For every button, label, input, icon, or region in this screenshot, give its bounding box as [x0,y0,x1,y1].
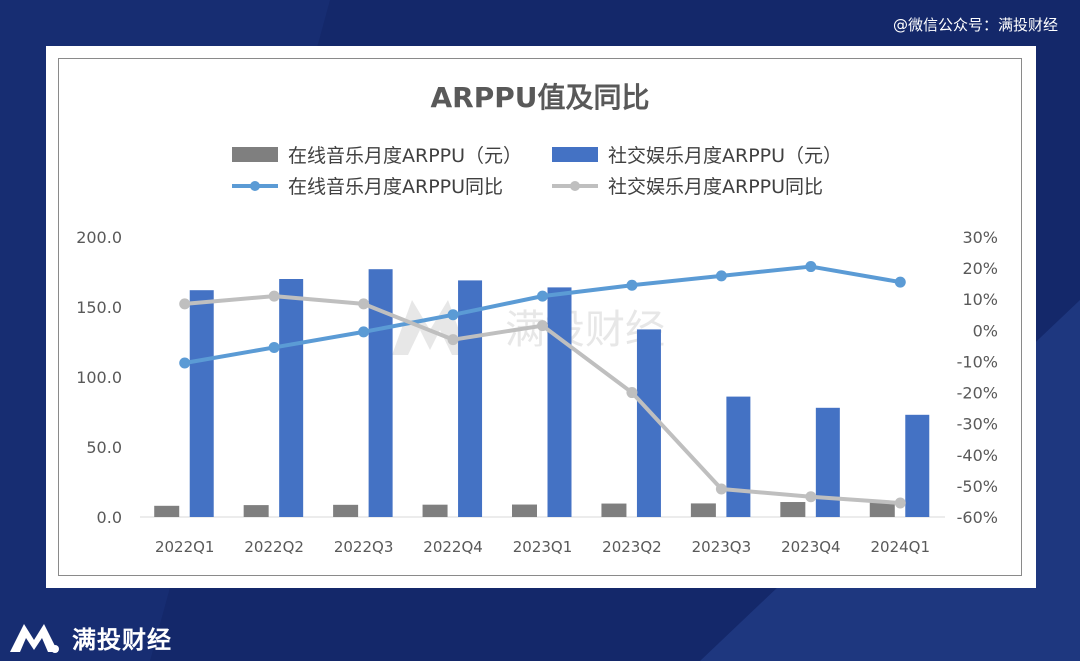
point-music-yoy [715,270,727,282]
point-music-yoy [537,290,548,302]
point-music-yoy [268,341,280,353]
y-right-tick-label: 0% [973,321,998,340]
legend-swatch-social-arppu [552,147,598,162]
bar-music-arppu [154,505,180,517]
x-tick-label: 2022Q1 [155,538,215,556]
x-tick-label: 2024Q1 [871,538,931,556]
x-tick-label: 2023Q3 [692,538,752,556]
point-social-yoy [805,491,817,503]
point-music-yoy [179,357,191,369]
point-music-yoy [447,309,459,321]
bar-music-arppu [869,502,895,517]
y-left-tick-label: 150.0 [76,298,122,317]
axes: 0.0 50.0 100.0 150.0 200.0 -60% -50% -40% -30% -2… [76,228,998,556]
legend-swatch-music-arppu [232,147,278,162]
legend-label-music-yoy: 在线音乐月度ARPPU同比 [288,176,503,198]
y-left-tick-label: 200.0 [76,228,122,247]
bar-social-arppu [636,329,661,517]
bar-social-arppu [726,396,751,517]
chart-title: ARPPU值及同比 [430,81,649,114]
legend-label-music-arppu: 在线音乐月度ARPPU（元） [288,145,522,167]
y-right-tick-label: -20% [957,384,998,403]
legend-label-social-arppu: 社交娱乐月度ARPPU（元） [608,145,842,167]
bar-music-arppu [243,505,269,517]
point-social-yoy [537,320,548,332]
y-right-tick-label: 30% [962,228,998,247]
point-social-yoy [179,298,191,310]
brand-logo-icon [10,623,59,653]
chart-frame [58,58,1022,576]
bar-music-arppu [512,504,537,517]
point-social-yoy [894,497,906,509]
brand: 满投财经 [8,620,172,655]
legend: 在线音乐月度ARPPU（元） 社交娱乐月度ARPPU（元） 在线音乐月度ARPPU同… [232,145,842,198]
y-right-tick-label: 10% [962,290,998,309]
lines [179,261,906,509]
x-tick-label: 2022Q4 [423,538,483,556]
wechat-watermark: @微信公众号：满投财经 [892,16,1058,34]
bar-music-arppu [422,504,448,517]
bar-social-arppu [279,279,304,517]
y-right-tick-label: 20% [962,259,998,278]
x-tick-label: 2023Q2 [602,538,662,556]
bar-social-arppu [905,414,930,517]
bar-social-arppu [547,287,572,517]
point-social-yoy [268,290,280,302]
legend-marker-social-yoy [570,181,580,191]
y-left-tick-label: 100.0 [76,368,122,387]
y-left-tick-label: 50.0 [86,438,122,457]
point-music-yoy [894,276,906,288]
point-social-yoy [626,387,638,399]
y-right-tick-label: -60% [957,508,998,527]
y-right-tick-label: -10% [957,352,998,371]
y-right-tick-label: -30% [957,415,998,434]
x-tick-label: 2023Q1 [513,538,573,556]
x-tick-label: 2023Q4 [781,538,841,556]
bar-social-arppu [458,280,483,517]
point-social-yoy [715,483,727,495]
point-music-yoy [358,326,370,338]
point-music-yoy [626,279,638,291]
bar-social-arppu [189,290,214,517]
y-right-tick-label: -40% [957,446,998,465]
x-tick-label: 2022Q2 [244,538,304,556]
brand-name: 满投财经 [72,626,172,654]
legend-label-social-yoy: 社交娱乐月度ARPPU同比 [608,176,823,198]
bar-music-arppu [333,504,359,517]
bars [154,269,930,517]
point-social-yoy [447,334,459,346]
y-left-tick-label: 0.0 [97,508,122,527]
bar-music-arppu [780,502,806,517]
x-tick-label: 2022Q3 [334,538,394,556]
bar-music-arppu [690,503,716,517]
point-social-yoy [358,298,370,310]
legend-marker-music-yoy [250,181,260,191]
bar-social-arppu [815,407,840,517]
bar-music-arppu [601,503,627,517]
y-right-tick-label: -50% [957,477,998,496]
point-music-yoy [805,261,817,273]
